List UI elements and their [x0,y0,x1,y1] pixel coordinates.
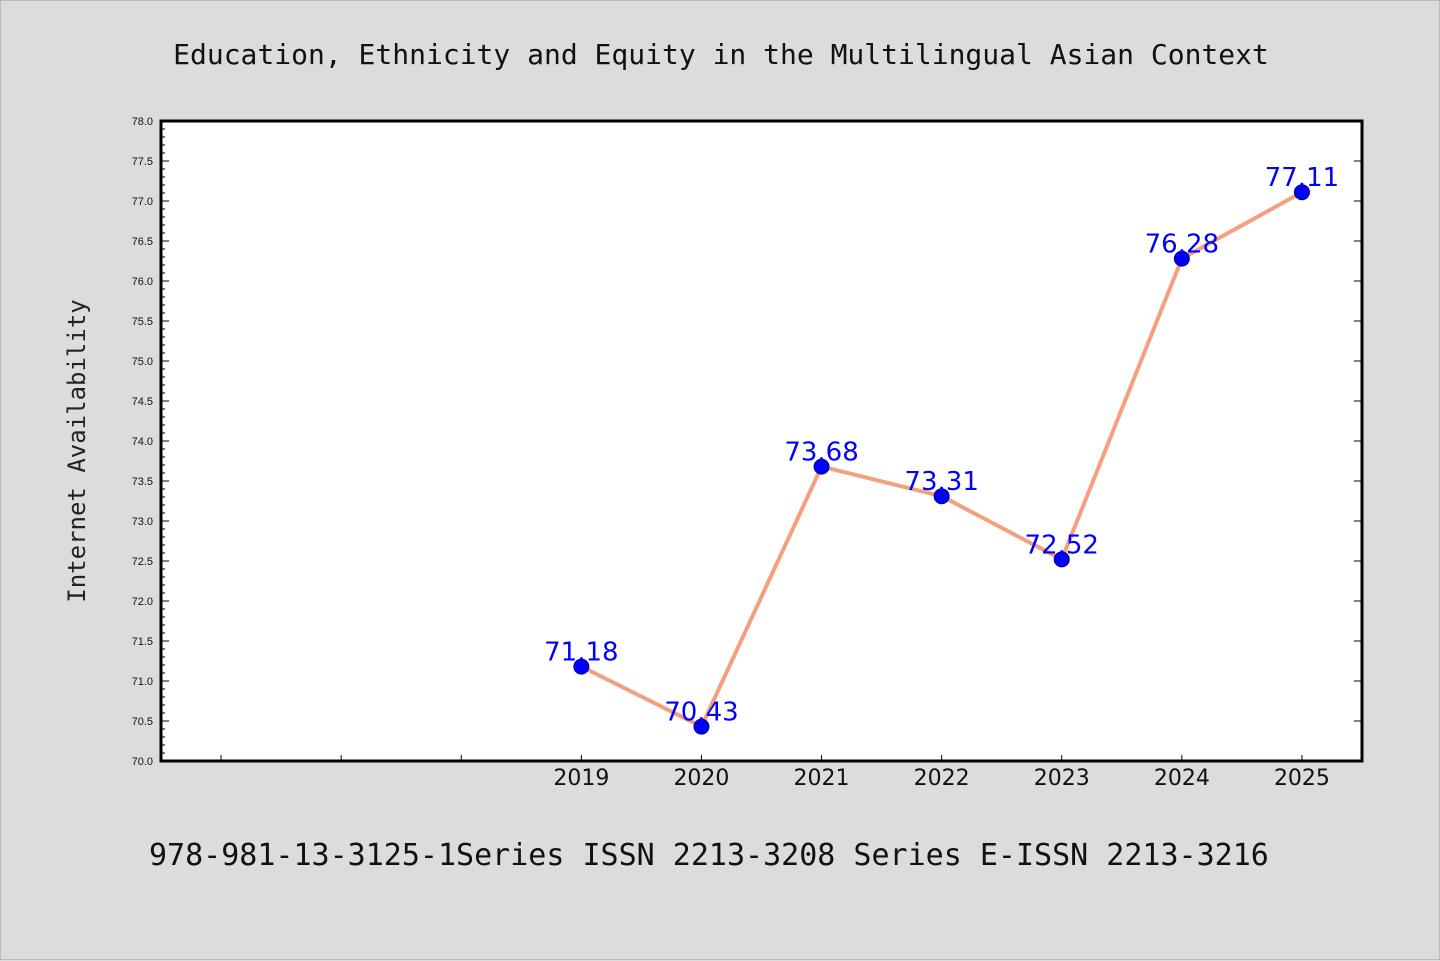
y-tick-label: 71.5 [132,636,153,648]
data-label-2022: 73.31 [904,467,978,497]
data-label-2019: 71.18 [544,638,618,668]
data-point-2021 [813,458,830,475]
x-tick-label: 2019 [553,766,609,791]
y-tick-label: 73.0 [132,516,153,528]
data-label-2024: 76.28 [1145,230,1219,260]
y-tick-label: 74.0 [132,436,153,448]
y-tick-label: 72.0 [132,596,153,608]
footer-isbn-issn: 978-981-13-3125-1Series ISSN 2213-3208 S… [149,838,1269,873]
series-marks: 71.18 70.43 73.68 73.31 72.52 76.28 77.11 [544,163,1339,735]
y-tick-label: 72.5 [132,556,153,568]
y-tick-label: 75.5 [132,316,153,328]
data-point-2020 [693,718,710,735]
y-tick-label: 70.5 [132,716,153,728]
data-point-2022 [933,488,950,505]
y-axis-label: Internet Availability [63,299,91,602]
data-point-2025 [1293,184,1310,201]
chart-title: Education, Ethnicity and Equity in the M… [173,38,1269,71]
x-tick-label: 2025 [1274,766,1330,791]
y-tick-label: 77.0 [132,196,153,208]
data-label-2023: 72.52 [1025,530,1099,560]
data-point-2024 [1173,250,1190,267]
x-tick-label: 2022 [914,766,970,791]
x-tick-label: 2024 [1154,766,1210,791]
x-tick-label: 2023 [1034,766,1090,791]
y-tick-label: 70.0 [132,756,153,768]
data-label-2020: 70.43 [664,698,738,728]
data-label-2025: 77.11 [1265,163,1339,193]
y-tick-label: 76.0 [132,276,153,288]
y-tick-label: 74.5 [132,396,153,408]
y-tick-label: 71.0 [132,676,153,688]
x-tick-label: 2021 [794,766,850,791]
x-tick-label: 2020 [673,766,729,791]
y-tick-label: 78.0 [132,116,153,128]
plot-area [159,119,1364,763]
y-tick-label: 76.5 [132,236,153,248]
y-tick-label: 77.5 [132,156,153,168]
y-tick-label: 73.5 [132,476,153,488]
data-point-2019 [573,658,590,675]
data-point-2023 [1053,551,1070,568]
data-label-2021: 73.68 [784,438,858,468]
axis-ticks: 70.0 70.5 71.0 71.5 72.0 72.5 73.0 73.5 74.0 74.5… [132,116,1362,791]
y-tick-label: 75.0 [132,356,153,368]
